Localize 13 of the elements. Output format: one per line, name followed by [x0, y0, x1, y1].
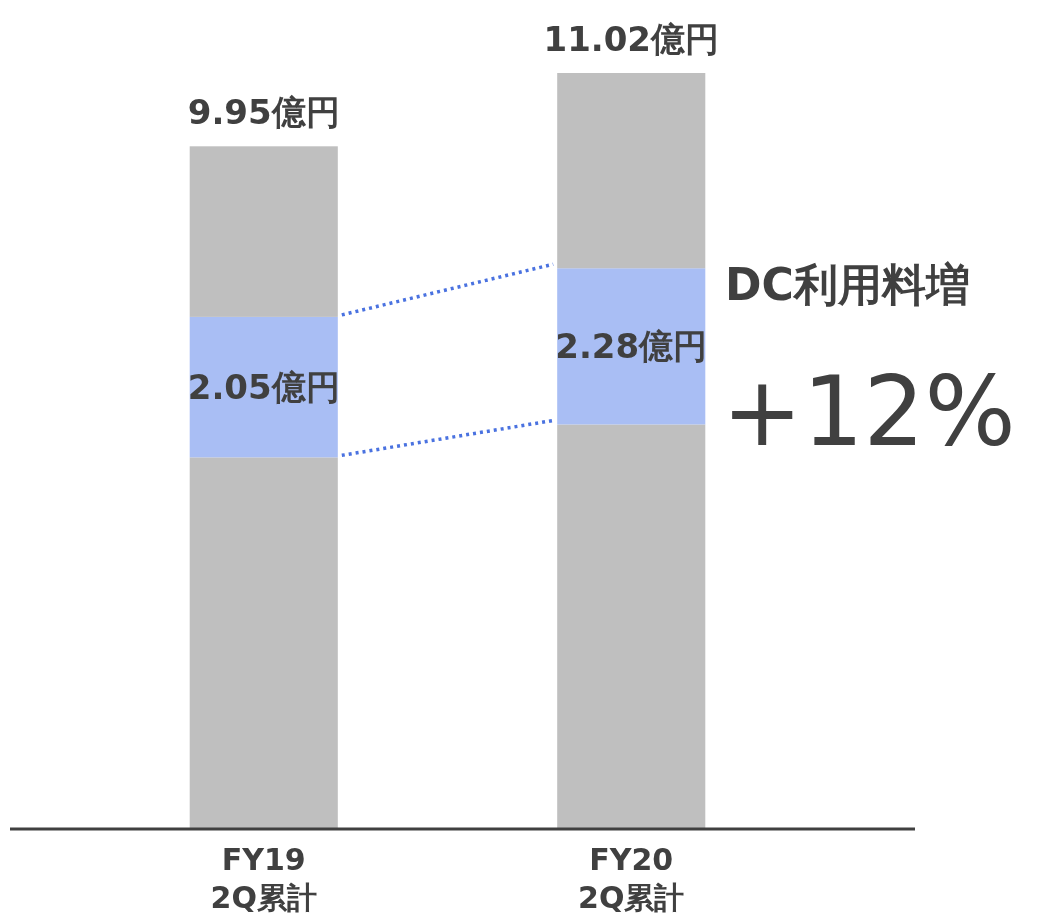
annotation: DC利用料増 — [725, 259, 970, 310]
annotation: +12% — [722, 356, 1016, 468]
x-tick-label: FY20 2Q累計 — [578, 842, 685, 915]
bar — [189, 146, 338, 317]
x-tick-label: FY19 2Q累計 — [210, 842, 317, 915]
bar — [557, 268, 706, 425]
data-label: 2.28億円 — [555, 326, 708, 367]
data-label: 2.05億円 — [187, 367, 340, 408]
bar — [557, 73, 706, 269]
bar — [189, 457, 338, 828]
total-label: 11.02億円 — [543, 19, 720, 59]
total-label: 9.95億円 — [187, 92, 340, 133]
bar — [557, 424, 706, 828]
